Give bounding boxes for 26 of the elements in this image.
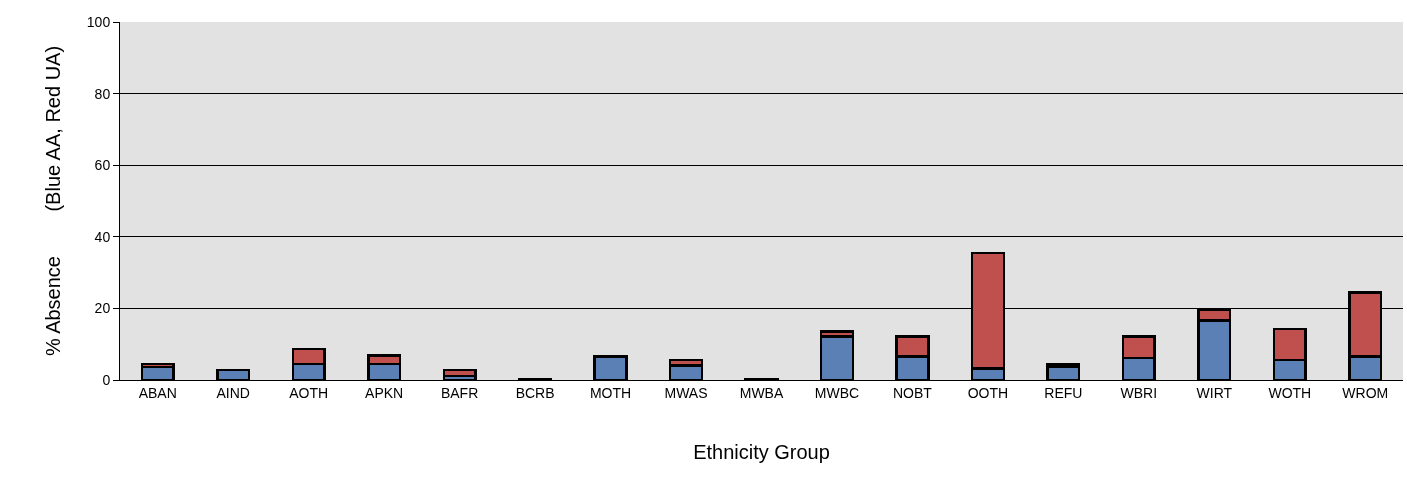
y-tick-label: 40 — [94, 228, 111, 245]
bar — [442, 368, 477, 378]
y-axis-title: % Absence (Blue AA, Red UA) — [42, 45, 65, 357]
y-tick-label: 100 — [86, 13, 111, 30]
x-tick-label: WOTH — [1268, 384, 1312, 401]
x-tick-label: ABAN — [138, 384, 177, 401]
y-tick-label: 0 — [102, 371, 111, 388]
x-tick-label: MWBA — [739, 384, 784, 401]
x-tick-label: BAFR — [440, 384, 479, 401]
x-tick-label: BCRB — [515, 384, 555, 401]
x-tick-label: AIND — [216, 384, 250, 401]
x-tick-label: WIRT — [1196, 384, 1233, 401]
x-tick-label: MWAS — [664, 384, 708, 401]
y-tick-label: 80 — [94, 85, 111, 102]
x-tick-label: WROM — [1342, 384, 1389, 401]
y-tick-label: 60 — [94, 157, 111, 174]
x-tick-label: REFU — [1044, 384, 1083, 401]
y-tick-label: 20 — [94, 300, 111, 317]
x-tick-label: WBRI — [1120, 384, 1158, 401]
x-tick-label: MOTH — [589, 384, 632, 401]
x-tick-label: APKN — [365, 384, 404, 401]
x-axis-title: Ethnicity Group — [693, 441, 830, 464]
x-tick-label: NOBT — [892, 384, 933, 401]
x-tick-label: OOTH — [967, 384, 1009, 401]
x-tick-label: AOTH — [289, 384, 329, 401]
x-tick-label: MWBC — [814, 384, 860, 401]
